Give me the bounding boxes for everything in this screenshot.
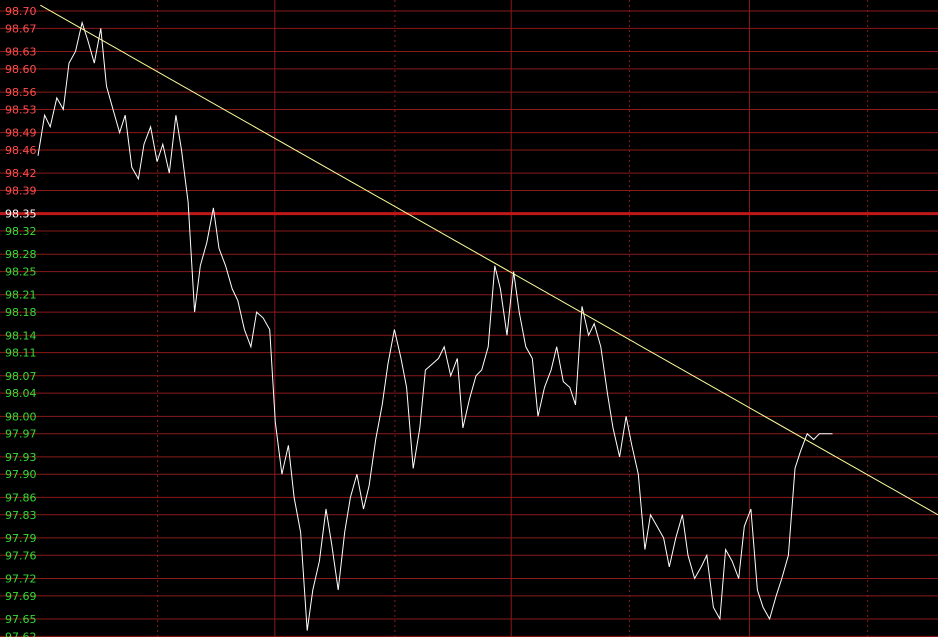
y-tick-label: 98.35 bbox=[5, 208, 37, 221]
y-tick-label: 98.04 bbox=[5, 387, 37, 400]
y-tick-label: 98.60 bbox=[5, 63, 37, 76]
trendline-layer bbox=[40, 4, 938, 516]
trendline bbox=[40, 4, 938, 516]
y-tick-label: 98.49 bbox=[5, 127, 37, 140]
y-tick-label: 97.97 bbox=[5, 428, 37, 441]
y-tick-label: 98.18 bbox=[5, 306, 37, 319]
y-tick-label: 97.76 bbox=[5, 549, 37, 562]
y-tick-label: 97.69 bbox=[5, 590, 37, 603]
y-tick-label: 98.11 bbox=[5, 347, 37, 360]
y-tick-label: 98.07 bbox=[5, 370, 37, 383]
y-tick-label: 98.14 bbox=[5, 329, 37, 342]
y-axis-tick-labels: 98.70 98.67 98.63 98.60 98.56 98.53 98.49 98.46… bbox=[5, 5, 37, 637]
y-tick-label: 98.67 bbox=[5, 22, 37, 35]
y-tick-label: 98.56 bbox=[5, 86, 37, 99]
horizontal-gridlines bbox=[0, 10, 938, 637]
y-tick-label: 97.79 bbox=[5, 532, 37, 545]
series-line bbox=[37, 20, 833, 631]
y-tick-label: 98.39 bbox=[5, 185, 37, 198]
price-series bbox=[37, 20, 833, 631]
y-tick-label: 97.72 bbox=[5, 572, 37, 585]
y-tick-label: 98.70 bbox=[5, 5, 37, 18]
y-tick-label: 98.53 bbox=[5, 103, 37, 116]
y-tick-label: 97.62 bbox=[5, 630, 37, 637]
vertical-gridlines bbox=[157, 0, 869, 637]
y-tick-label: 97.86 bbox=[5, 491, 37, 504]
y-tick-label: 98.00 bbox=[5, 410, 37, 423]
y-tick-label: 97.90 bbox=[5, 468, 37, 481]
y-tick-label: 98.21 bbox=[5, 289, 37, 302]
y-tick-label: 98.28 bbox=[5, 248, 37, 261]
y-tick-label: 97.65 bbox=[5, 613, 37, 626]
y-tick-label: 98.63 bbox=[5, 46, 37, 59]
y-tick-label: 98.42 bbox=[5, 167, 37, 180]
y-tick-label: 97.93 bbox=[5, 451, 37, 464]
y-tick-label: 98.32 bbox=[5, 225, 37, 238]
y-tick-label: 98.46 bbox=[5, 144, 37, 157]
y-tick-label: 98.25 bbox=[5, 266, 37, 279]
y-tick-label: 97.83 bbox=[5, 509, 37, 522]
